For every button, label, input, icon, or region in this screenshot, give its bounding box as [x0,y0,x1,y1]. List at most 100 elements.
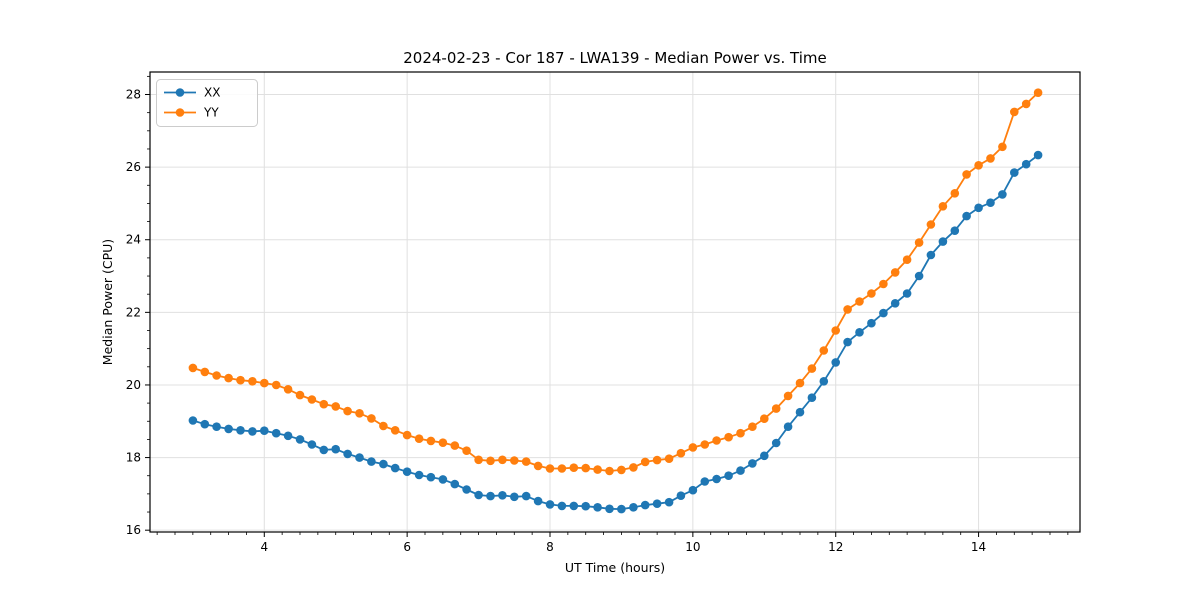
data-point-xx [224,424,233,434]
data-point-yy [414,434,424,444]
data-point-yy [783,391,793,401]
x-tick-label: 6 [403,540,411,554]
data-point-yy [462,446,471,456]
data-point-yy [1033,88,1043,97]
x-tick-label: 10 [685,540,700,554]
data-point-xx [1033,150,1043,160]
series-layer [188,88,1043,514]
data-point-yy [831,326,840,335]
data-point-xx [688,485,698,495]
y-tick-label: 16 [126,523,141,537]
data-point-yy [914,238,924,247]
data-point-xx [271,428,281,438]
plot-border [149,71,1081,533]
x-tick-label: 4 [260,540,268,554]
data-point-xx [712,474,721,484]
data-point-xx [617,504,626,514]
data-point-yy [557,464,567,473]
data-point-yy [974,161,983,170]
data-point-xx [914,271,924,281]
y-tick-label: 22 [126,305,141,319]
data-point-yy [676,448,686,458]
data-point-xx [783,422,793,432]
data-point-xx [533,496,543,506]
data-point-yy [890,268,900,277]
legend-item-yy: YY [164,106,219,120]
data-point-xx [974,203,983,213]
data-point-xx [498,491,507,500]
data-point-xx [426,472,436,482]
data-point-yy [962,170,971,179]
data-point-yy [1021,99,1031,109]
data-point-yy [450,441,460,450]
data-point-yy [629,463,638,472]
data-point-yy [867,289,876,298]
x-tick-label: 14 [971,540,986,554]
data-point-xx [879,308,888,318]
series-line-yy [192,92,1039,472]
data-point-yy [283,385,293,394]
data-point-yy [224,373,233,383]
data-point-yy [807,364,817,373]
data-point-yy [688,443,698,452]
data-point-xx [188,416,198,425]
data-point-yy [819,346,829,355]
data-point-yy [200,367,210,377]
data-point-yy [486,456,495,466]
data-point-xx [260,426,269,436]
x-tick-label: 12 [828,540,843,554]
data-point-yy [474,455,483,465]
legend: XX YY [156,79,258,127]
data-point-xx [438,475,448,484]
data-point-yy [521,457,531,466]
data-point-xx [367,457,376,466]
data-point-xx [855,328,864,337]
data-point-xx [379,459,388,469]
data-point-yy [926,220,936,229]
data-point-yy [426,436,436,446]
data-point-yy [605,466,614,476]
data-point-yy [700,440,710,449]
data-point-yy [319,399,329,409]
data-point-xx [950,226,960,235]
data-point-yy [771,404,781,413]
data-point-yy [760,414,769,424]
y-tick-label: 28 [126,88,141,102]
data-point-xx [640,500,650,510]
data-point-xx [629,503,638,512]
data-point-yy [367,414,376,423]
x-axis-label: UT Time (hours) [565,560,665,575]
data-point-yy [438,438,448,448]
data-point-xx [557,501,567,511]
data-point-xx [462,485,471,494]
data-point-xx [605,504,614,514]
data-point-yy [343,406,352,416]
data-point-xx [902,289,912,298]
y-tick-label: 20 [126,378,141,392]
data-point-yy [569,463,579,473]
data-point-xx [736,466,745,475]
data-point-yy [855,297,864,306]
data-point-xx [545,500,555,509]
data-point-xx [867,318,876,328]
data-point-yy [950,189,960,198]
legend-label-xx: XX [204,86,220,100]
data-point-xx [283,431,293,441]
data-point-yy [331,402,341,411]
data-point-xx [295,435,305,444]
data-point-yy [271,380,281,390]
data-point-xx [760,451,769,461]
data-point-yy [581,463,590,473]
data-point-xx [664,497,674,507]
data-point-xx [319,445,329,455]
grid-layer [150,72,1080,532]
data-point-xx [819,377,829,386]
data-point-xx [236,426,245,435]
data-point-yy [640,457,650,467]
data-point-xx [771,438,781,448]
data-point-yy [795,378,805,388]
data-point-xx [331,444,341,454]
data-point-xx [795,407,805,417]
legend-marker-yy-icon [175,108,185,117]
